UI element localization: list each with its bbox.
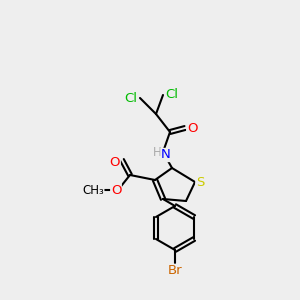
- Text: Br: Br: [168, 265, 182, 278]
- Text: Cl: Cl: [124, 92, 137, 104]
- Text: S: S: [196, 176, 204, 188]
- Text: O: O: [111, 184, 121, 196]
- Text: N: N: [161, 148, 171, 161]
- Text: Cl: Cl: [166, 88, 178, 101]
- Text: O: O: [187, 122, 197, 134]
- Text: CH₃: CH₃: [82, 184, 104, 196]
- Text: O: O: [110, 155, 120, 169]
- Text: H: H: [153, 146, 161, 158]
